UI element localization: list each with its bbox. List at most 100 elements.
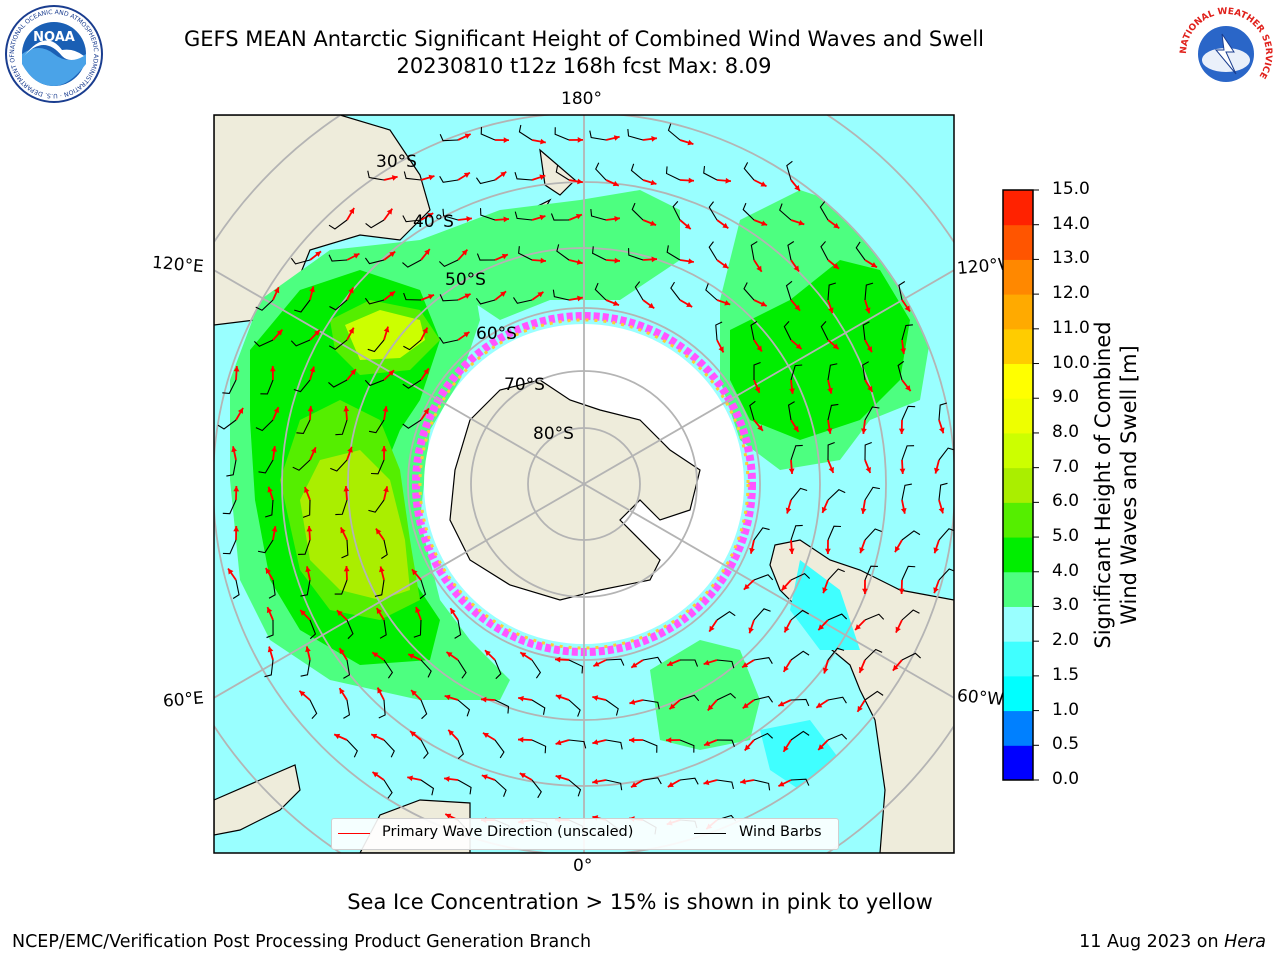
australia-land (214, 115, 431, 326)
wave-direction-arrowhead (464, 133, 471, 139)
wind-barb (790, 524, 803, 541)
wind-barb (298, 539, 311, 555)
wave-direction-arrowhead (631, 662, 638, 668)
wave-direction-arrowhead (334, 733, 341, 740)
wave-direction-arrowhead (484, 650, 491, 656)
wave-direction-arrowhead (304, 486, 310, 493)
wind-barb (300, 579, 311, 597)
wave-direction-arrowhead (306, 526, 313, 532)
wave-direction-arrowhead (857, 705, 863, 712)
wave-zone-4-5m-pacific (730, 260, 910, 440)
wind-barb (679, 777, 699, 785)
wave-direction-arrowhead (718, 346, 724, 353)
wind-barb (672, 201, 681, 221)
wind-barb (457, 739, 465, 760)
wave-direction-arrowhead (555, 774, 562, 781)
wind-barb (708, 241, 718, 261)
wind-barb (343, 699, 351, 719)
wave-direction-arrowhead (614, 216, 620, 222)
wave-direction-arrowhead (904, 305, 910, 312)
wave-direction-arrowhead (381, 446, 387, 452)
wave-direction-arrowhead (340, 527, 346, 534)
lat-label-30s: 30°S (376, 152, 417, 172)
wave-direction-arrowhead (305, 566, 311, 573)
wave-direction-arrowhead (866, 346, 872, 353)
colorbar-border (1002, 189, 1034, 781)
wave-direction-arrowhead (742, 702, 749, 709)
wave-direction-arrowhead (575, 213, 582, 220)
colorbar-segment (1003, 224, 1033, 260)
colorbar-segment (1003, 537, 1033, 573)
wave-direction-arrowhead (613, 300, 620, 306)
wave-direction-arrowhead (858, 666, 865, 673)
wind-barb (679, 694, 700, 702)
colorbar-segment (1003, 190, 1033, 226)
wave-direction-arrowhead (934, 467, 940, 474)
sea-ice-note: Sea Ice Concentration > 15% is shown in … (347, 890, 933, 914)
wind-barb (514, 172, 533, 181)
wave-direction-arrowhead (821, 506, 828, 513)
wind-barb (715, 321, 723, 341)
wave-direction-arrowhead (379, 566, 385, 573)
wind-barb (742, 202, 755, 221)
wave-direction-arrowhead (376, 608, 382, 615)
wind-barb (666, 245, 681, 261)
wave-direction-arrowhead (481, 696, 487, 703)
wind-barb (293, 379, 311, 393)
wind-barb (330, 459, 348, 472)
wave-direction-arrowhead (760, 301, 767, 307)
wind-barb (518, 246, 533, 261)
lon-label-60w: 60°W (956, 686, 1004, 710)
wind-barb (294, 299, 311, 313)
wave-direction-arrowhead (307, 406, 314, 412)
wind-barb (627, 128, 644, 141)
wind-barb (627, 248, 644, 261)
wind-barb (255, 419, 274, 432)
wind-barb (938, 482, 948, 501)
footer-credit: NCEP/EMC/Verification Post Processing Pr… (12, 932, 592, 952)
wind-barb (365, 219, 385, 229)
wind-barb (864, 648, 883, 661)
wind-barb (938, 402, 948, 421)
wave-direction-arrowhead (783, 665, 789, 672)
wind-barb (255, 299, 274, 311)
wind-barb (665, 166, 681, 181)
wind-barb (296, 419, 311, 435)
colorbar-tick-label: 1.0 (1052, 699, 1080, 720)
wind-barb (226, 459, 237, 477)
wind-barb-legend-label: Wind Barbs (739, 824, 822, 840)
wind-barb (335, 419, 348, 436)
wind-barb (827, 525, 841, 541)
wind-barb (785, 280, 793, 301)
wind-barb (630, 163, 644, 181)
colorbar-tick-label: 0.5 (1052, 734, 1080, 755)
wave-direction-arrowhead (933, 587, 939, 594)
wind-barb (594, 282, 607, 301)
wave-direction-arrowhead (867, 385, 873, 392)
wave-direction-arrowhead (756, 345, 762, 352)
wave-direction-arrowhead (428, 174, 435, 181)
colorbar-segment (1003, 432, 1033, 469)
wind-barb (454, 619, 462, 639)
colorbar-segment (1003, 398, 1033, 434)
wave-direction-arrowhead (707, 704, 714, 711)
wave-direction-arrowhead (350, 369, 356, 376)
wind-barb (367, 339, 385, 353)
wind-barb (420, 739, 429, 759)
wave-direction-arrowhead (519, 773, 526, 779)
wave-direction-arrowhead (788, 548, 795, 554)
wind-barb (480, 127, 496, 141)
wind-barb (268, 579, 276, 599)
south-africa-land (214, 764, 301, 836)
wave-direction-arrowhead (233, 366, 240, 372)
wind-barb (328, 379, 348, 388)
wind-barb (703, 166, 718, 181)
wind-barb (364, 257, 385, 265)
colorbar-tick-label: 2.0 (1052, 630, 1080, 651)
wind-barb (402, 215, 422, 223)
wind-barb (605, 658, 625, 666)
wave-direction-arrowhead (501, 253, 508, 260)
wind-barb (901, 609, 920, 621)
wind-barb (753, 574, 774, 581)
wind-barb (779, 203, 792, 221)
